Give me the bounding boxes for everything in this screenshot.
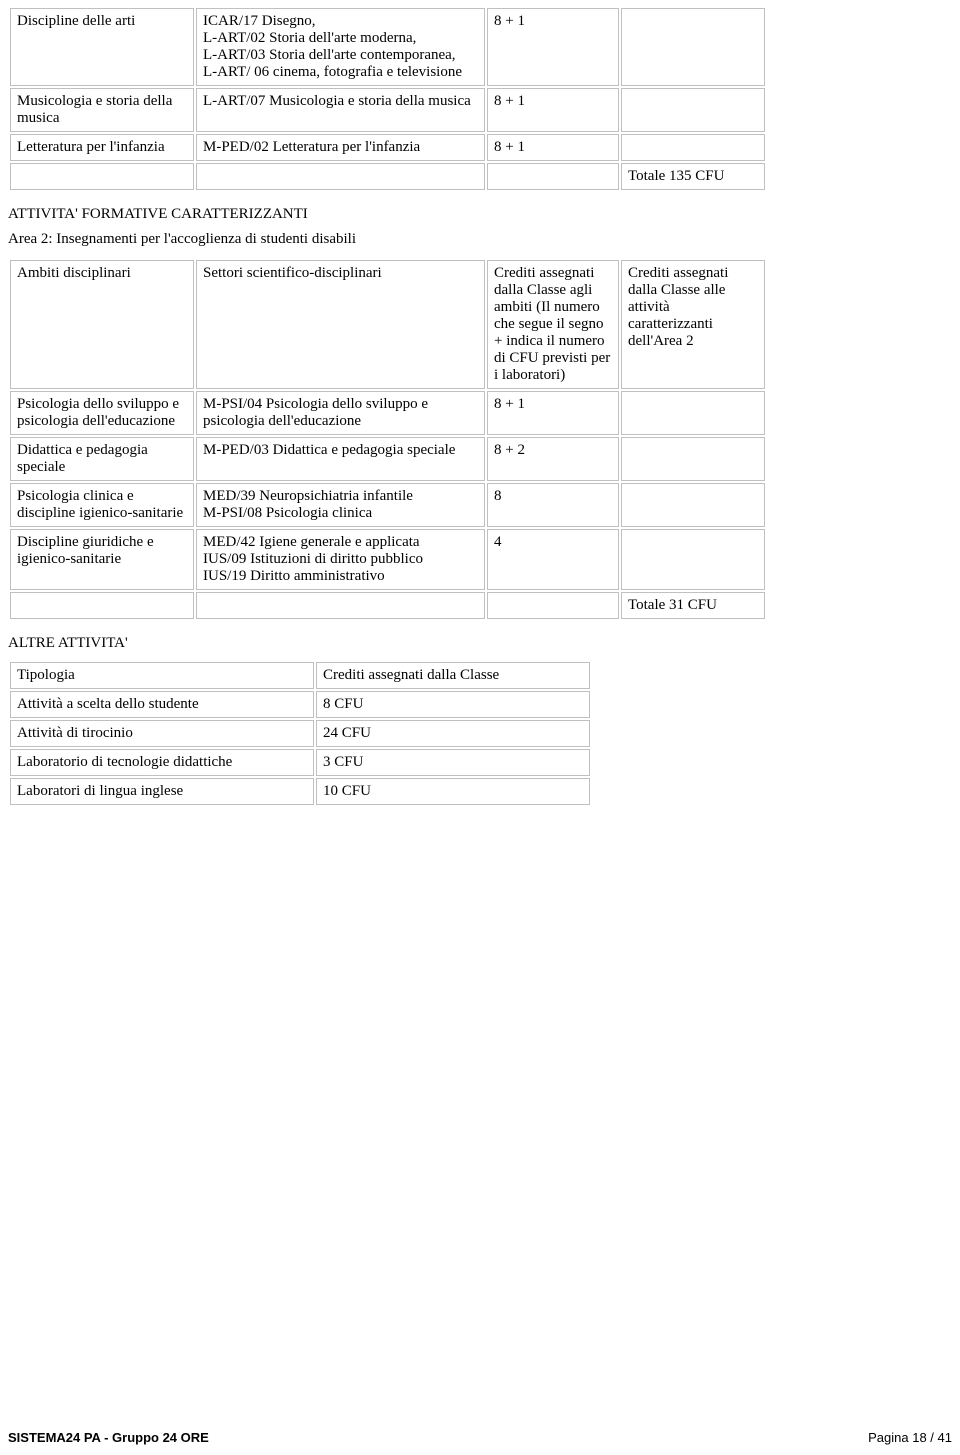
cell-settori: M-PED/02 Letteratura per l'infanzia	[196, 134, 485, 161]
header-ambiti: Ambiti disciplinari	[10, 260, 194, 389]
cell-crediti: 8 CFU	[316, 691, 590, 718]
cell-crediti-ambiti: 4	[487, 529, 619, 590]
table-altre-attivita: Tipologia Crediti assegnati dalla Classe…	[8, 660, 592, 807]
subheading-area-2: Area 2: Insegnamenti per l'accoglienza d…	[8, 231, 952, 248]
cell-settori: ICAR/17 Disegno,L-ART/02 Storia dell'art…	[196, 8, 485, 86]
table-attivita-formative-1: Discipline delle arti ICAR/17 Disegno,L-…	[8, 6, 767, 192]
footer-source: SISTEMA24 PA - Gruppo 24 ORE	[8, 1430, 209, 1445]
page-footer: SISTEMA24 PA - Gruppo 24 ORE Pagina 18 /…	[8, 1430, 952, 1445]
header-tipologia: Tipologia	[10, 662, 314, 689]
cell-ambito: Psicologia dello sviluppo e psicologia d…	[10, 391, 194, 435]
cell-settori: M-PSI/04 Psicologia dello sviluppo e psi…	[196, 391, 485, 435]
header-crediti-ambiti: Crediti assegnati dalla Classe agli ambi…	[487, 260, 619, 389]
cell-crediti-ambiti: 8 + 2	[487, 437, 619, 481]
cell-crediti-area: Totale 31 CFU	[621, 592, 765, 619]
heading-altre-attivita: ALTRE ATTIVITA'	[8, 635, 952, 652]
table-row-header: Tipologia Crediti assegnati dalla Classe	[10, 662, 590, 689]
cell-tipologia: Attività a scelta dello studente	[10, 691, 314, 718]
table-row: Psicologia dello sviluppo e psicologia d…	[10, 391, 765, 435]
table-row: Discipline delle arti ICAR/17 Disegno,L-…	[10, 8, 765, 86]
cell-crediti-area	[621, 8, 765, 86]
table-row: Didattica e pedagogia speciale M-PED/03 …	[10, 437, 765, 481]
table-attivita-formative-2: Ambiti disciplinari Settori scientifico-…	[8, 258, 767, 621]
cell-crediti-area: Totale 135 CFU	[621, 163, 765, 190]
cell-crediti-ambiti	[487, 592, 619, 619]
footer-page-number: Pagina 18 / 41	[868, 1430, 952, 1445]
cell-ambito: Discipline giuridiche e igienico-sanitar…	[10, 529, 194, 590]
table-row: Musicologia e storia della musica L-ART/…	[10, 88, 765, 132]
cell-crediti-area	[621, 437, 765, 481]
cell-tipologia: Laboratorio di tecnologie didattiche	[10, 749, 314, 776]
cell-ambito: Psicologia clinica e discipline igienico…	[10, 483, 194, 527]
cell-tipologia: Attività di tirocinio	[10, 720, 314, 747]
table-row: Laboratorio di tecnologie didattiche 3 C…	[10, 749, 590, 776]
cell-crediti-ambiti: 8 + 1	[487, 391, 619, 435]
table-row-header: Ambiti disciplinari Settori scientifico-…	[10, 260, 765, 389]
cell-crediti: 24 CFU	[316, 720, 590, 747]
cell-crediti-area	[621, 391, 765, 435]
header-settori: Settori scientifico-disciplinari	[196, 260, 485, 389]
table-row: Discipline giuridiche e igienico-sanitar…	[10, 529, 765, 590]
header-crediti: Crediti assegnati dalla Classe	[316, 662, 590, 689]
cell-crediti-ambiti: 8 + 1	[487, 8, 619, 86]
cell-settori: MED/39 Neuropsichiatria infantileM-PSI/0…	[196, 483, 485, 527]
cell-crediti: 10 CFU	[316, 778, 590, 805]
cell-ambito: Letteratura per l'infanzia	[10, 134, 194, 161]
cell-ambito: Didattica e pedagogia speciale	[10, 437, 194, 481]
cell-tipologia: Laboratori di lingua inglese	[10, 778, 314, 805]
cell-crediti-ambiti: 8 + 1	[487, 88, 619, 132]
table-row-total: Totale 135 CFU	[10, 163, 765, 190]
table-row: Attività di tirocinio 24 CFU	[10, 720, 590, 747]
cell-crediti-area	[621, 88, 765, 132]
cell-crediti-area	[621, 529, 765, 590]
cell-crediti-ambiti: 8	[487, 483, 619, 527]
header-crediti-area: Crediti assegnati dalla Classe alle atti…	[621, 260, 765, 389]
cell-crediti-area	[621, 483, 765, 527]
cell-ambito: Musicologia e storia della musica	[10, 88, 194, 132]
table-row-total: Totale 31 CFU	[10, 592, 765, 619]
cell-crediti-ambiti	[487, 163, 619, 190]
cell-ambito: Discipline delle arti	[10, 8, 194, 86]
cell-settori: MED/42 Igiene generale e applicataIUS/09…	[196, 529, 485, 590]
cell-settori: L-ART/07 Musicologia e storia della musi…	[196, 88, 485, 132]
cell-crediti-area	[621, 134, 765, 161]
table-row: Psicologia clinica e discipline igienico…	[10, 483, 765, 527]
cell-settori	[196, 592, 485, 619]
table-row: Laboratori di lingua inglese 10 CFU	[10, 778, 590, 805]
table-row: Letteratura per l'infanzia M-PED/02 Lett…	[10, 134, 765, 161]
cell-crediti: 3 CFU	[316, 749, 590, 776]
heading-attivita-formative: ATTIVITA' FORMATIVE CARATTERIZZANTI	[8, 206, 952, 223]
cell-ambito	[10, 163, 194, 190]
cell-ambito	[10, 592, 194, 619]
cell-crediti-ambiti: 8 + 1	[487, 134, 619, 161]
cell-settori: M-PED/03 Didattica e pedagogia speciale	[196, 437, 485, 481]
table-row: Attività a scelta dello studente 8 CFU	[10, 691, 590, 718]
cell-settori	[196, 163, 485, 190]
